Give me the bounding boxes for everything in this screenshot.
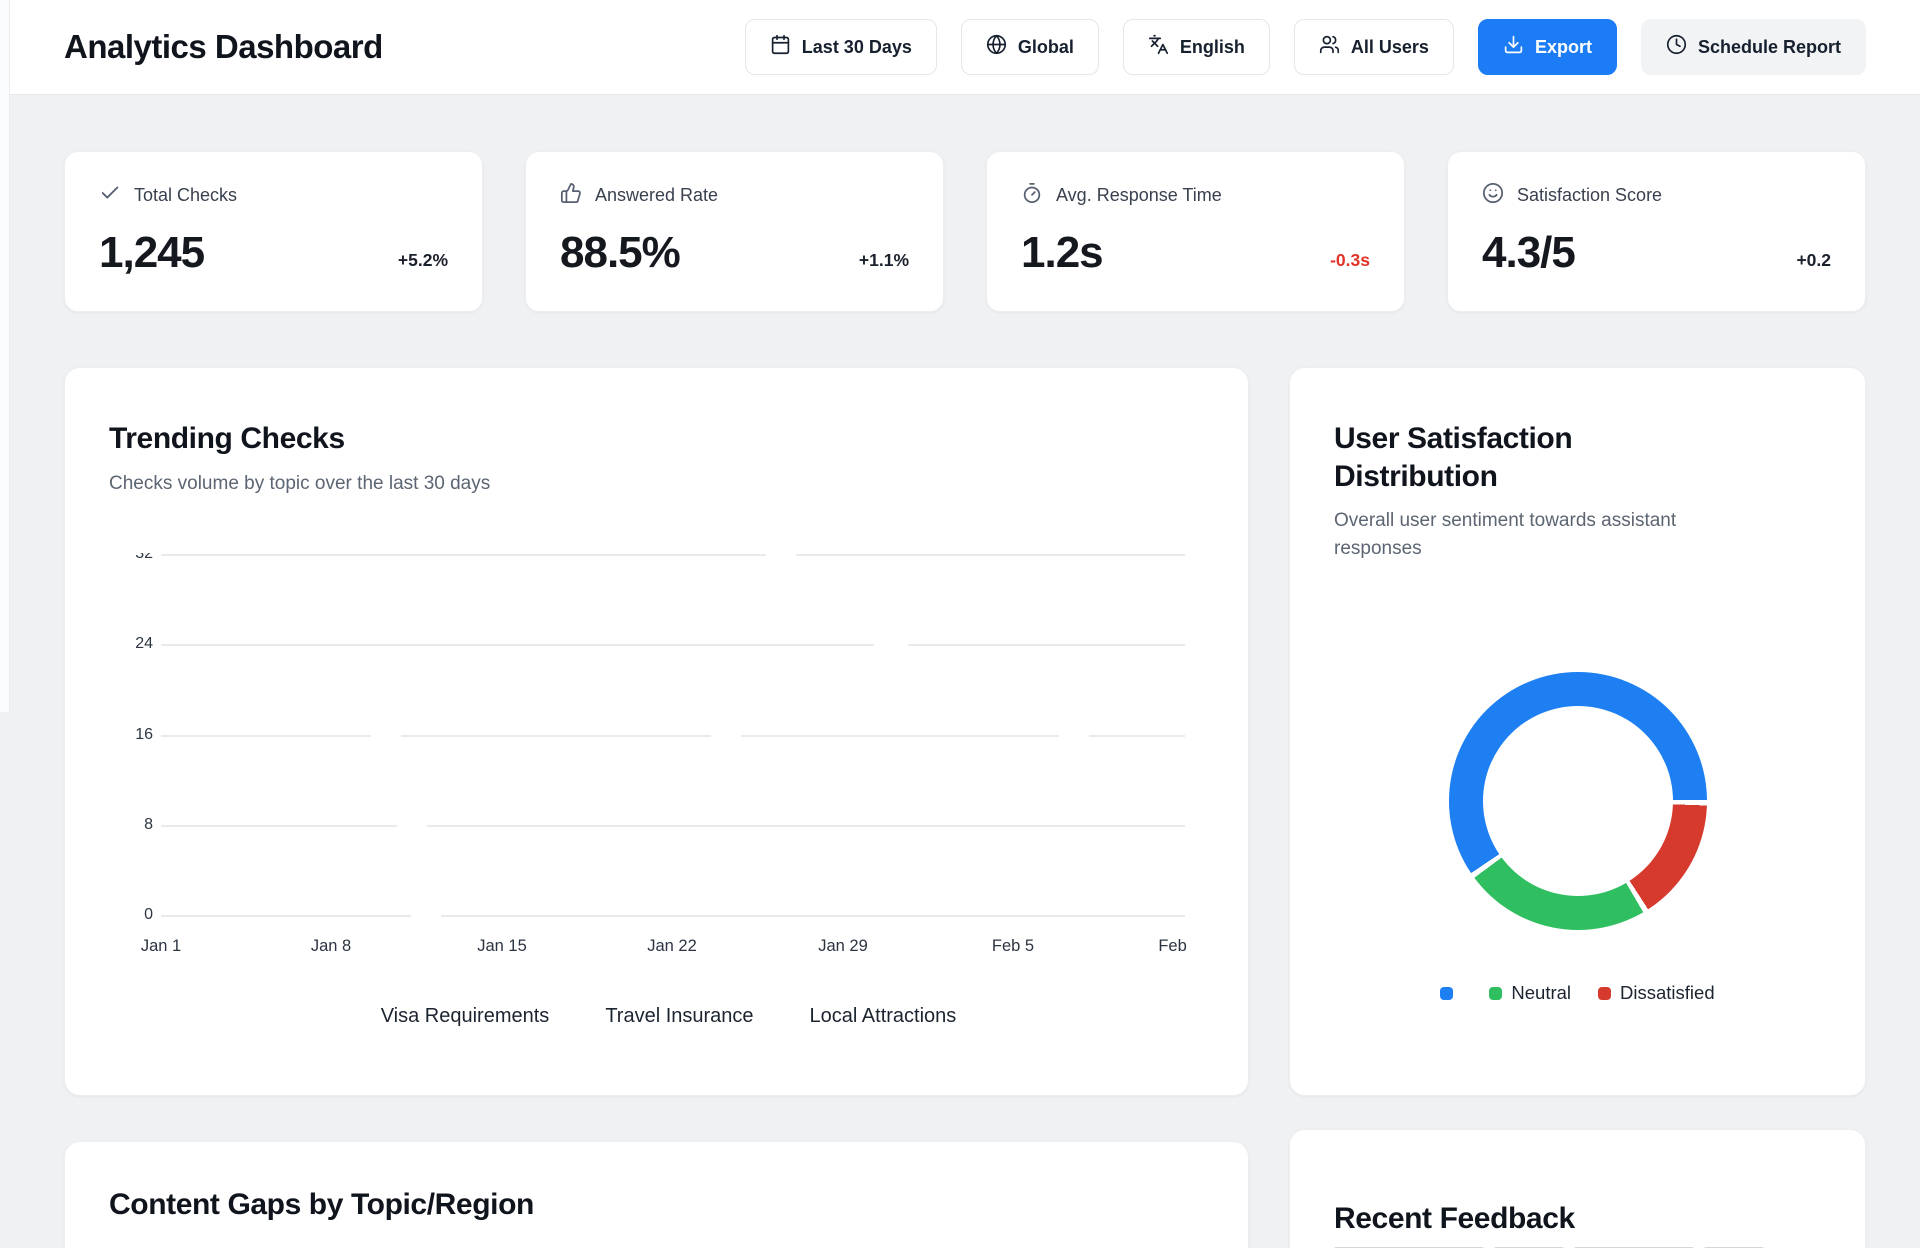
gridline — [161, 735, 1185, 738]
legend-item-dissatisfied: Dissatisfied — [1598, 982, 1715, 1004]
stat-label: Total Checks — [134, 185, 238, 205]
gridline — [161, 554, 1185, 557]
trending-subtitle: Checks volume by topic over the last 30 … — [109, 472, 491, 494]
legend-swatch-red — [1598, 986, 1612, 1000]
page-title: Analytics Dashboard — [64, 28, 383, 65]
x-axis: Jan 1 Jan 8 Jan 15 Jan 22 Jan 29 Feb 5 F… — [109, 937, 1189, 961]
language-button[interactable]: English — [1122, 19, 1270, 75]
thumbs-up-icon — [560, 182, 582, 209]
content-gaps-title: Content Gaps by Topic/Region — [109, 1188, 534, 1221]
gridline — [161, 644, 1185, 647]
series-line-break — [711, 734, 741, 739]
x-tick: Jan 15 — [477, 937, 527, 956]
y-tick: 0 — [144, 906, 153, 924]
stat-value: 88.5% — [560, 228, 681, 277]
legend-item-satisfied — [1440, 986, 1462, 1000]
main-row: Trending Checks Checks volume by topic o… — [0, 312, 1920, 1096]
stat-value: 4.3/5 — [1482, 228, 1576, 277]
stat-delta: +5.2% — [397, 250, 448, 270]
clipped-subtitle-sliver — [1334, 1246, 1821, 1248]
legend-swatch-blue — [1440, 986, 1454, 1000]
y-tick: 16 — [135, 726, 153, 744]
recent-feedback-title: Recent Feedback — [1334, 1202, 1575, 1235]
recent-feedback-card: Recent Feedback — [1289, 1129, 1866, 1248]
check-icon — [99, 182, 121, 209]
trending-checks-card: Trending Checks Checks volume by topic o… — [64, 367, 1249, 1096]
x-tick: Jan 22 — [647, 937, 697, 956]
users-filter-button[interactable]: All Users — [1293, 19, 1454, 75]
stat-label: Answered Rate — [595, 185, 719, 205]
trending-title: Trending Checks — [109, 422, 345, 455]
stat-delta: +0.2 — [1796, 250, 1831, 270]
language-label: English — [1179, 36, 1245, 57]
users-filter-label: All Users — [1350, 36, 1429, 57]
stats-row: Total Checks 1,245 +5.2% Answered Rate 8… — [0, 95, 1920, 312]
left-edge-strip — [0, 0, 10, 712]
export-label: Export — [1534, 36, 1592, 57]
y-tick: 24 — [135, 635, 153, 653]
header: Analytics Dashboard Last 30 Days Global … — [0, 0, 1920, 95]
gridline — [161, 825, 1185, 828]
stat-value: 1,245 — [99, 228, 205, 277]
y-tick: 8 — [144, 816, 153, 834]
stat-delta: +1.1% — [858, 250, 909, 270]
stat-value: 1.2s — [1021, 228, 1104, 277]
legend-item-local-attractions: Local Attractions — [809, 1005, 957, 1028]
x-tick: Jan 1 — [140, 937, 182, 956]
export-button[interactable]: Export — [1477, 19, 1617, 75]
x-tick: Jan 29 — [818, 937, 868, 956]
bottom-row: Content Gaps by Topic/Region Recent Feed… — [0, 1096, 1920, 1248]
satisfaction-donut — [1448, 672, 1707, 931]
date-range-label: Last 30 Days — [801, 36, 912, 57]
legend-swatch-green — [1489, 986, 1503, 1000]
series-line-break — [766, 553, 796, 558]
stat-card-total-checks: Total Checks 1,245 +5.2% — [64, 151, 483, 312]
region-button[interactable]: Global — [960, 19, 1099, 75]
stat-card-avg-response-time: Avg. Response Time 1.2s -0.3s — [986, 151, 1405, 312]
gridline — [161, 915, 1185, 918]
toolbar: Last 30 Days Global English All Users Ex… — [744, 19, 1866, 75]
clock-icon — [1666, 34, 1687, 60]
series-line-break — [874, 643, 908, 648]
content-gaps-card: Content Gaps by Topic/Region — [64, 1141, 1249, 1248]
legend-label: Neutral — [1511, 982, 1572, 1004]
date-range-button[interactable]: Last 30 Days — [744, 19, 937, 75]
smiley-icon — [1482, 182, 1504, 209]
calendar-icon — [770, 34, 791, 60]
legend-item-neutral: Neutral — [1489, 982, 1571, 1004]
stat-label: Satisfaction Score — [1517, 185, 1663, 205]
legend-item-travel-insurance: Travel Insurance — [605, 1005, 754, 1028]
satisfaction-subtitle: Overall user sentiment towards assistant… — [1334, 510, 1677, 559]
globe-icon — [986, 34, 1007, 60]
stopwatch-icon — [1021, 182, 1043, 209]
trending-legend: Visa Requirements Travel Insurance Local… — [109, 1005, 1228, 1028]
series-line-break — [371, 734, 401, 739]
region-label: Global — [1017, 36, 1074, 57]
download-icon — [1503, 34, 1524, 60]
trending-line-chart: 32 24 16 8 0 — [109, 553, 1204, 933]
user-satisfaction-card: User Satisfaction Distribution Overall u… — [1289, 367, 1866, 1096]
schedule-report-label: Schedule Report — [1697, 36, 1841, 57]
series-line-break — [1059, 734, 1089, 739]
schedule-report-button[interactable]: Schedule Report — [1640, 19, 1866, 75]
x-tick: Jan 8 — [310, 937, 352, 956]
stat-delta: -0.3s — [1330, 250, 1370, 270]
stat-label: Avg. Response Time — [1056, 185, 1222, 205]
users-icon — [1319, 34, 1340, 60]
satisfaction-title: User Satisfaction Distribution — [1334, 422, 1573, 493]
stat-card-answered-rate: Answered Rate 88.5% +1.1% — [525, 151, 944, 312]
legend-item-visa-requirements: Visa Requirements — [380, 1005, 550, 1028]
stat-card-satisfaction-score: Satisfaction Score 4.3/5 +0.2 — [1447, 151, 1866, 312]
translate-icon — [1148, 34, 1169, 60]
satisfaction-legend: Neutral Dissatisfied — [1334, 982, 1821, 1004]
series-line-break — [411, 914, 441, 919]
x-tick: Feb 5 — [991, 937, 1035, 956]
x-tick: Feb 12 — [1158, 937, 1189, 956]
legend-label: Dissatisfied — [1620, 982, 1715, 1004]
y-tick: 32 — [135, 553, 153, 563]
series-line-break — [397, 824, 427, 829]
